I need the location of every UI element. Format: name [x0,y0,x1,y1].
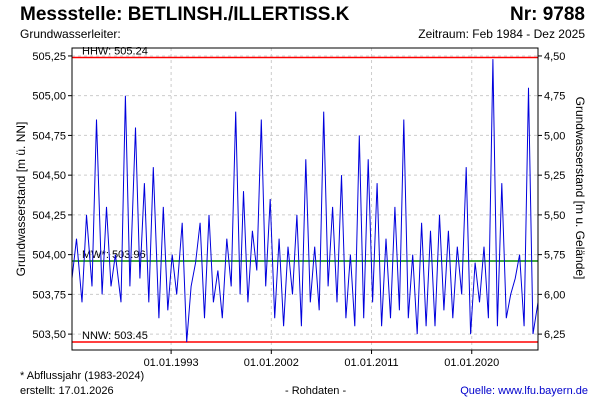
y-tick-label-right: 4,75 [544,91,565,103]
y-axis-label-right: Grundwasserstand [m u. Gelände] [573,97,587,280]
reference-line-label: NNW: 503.45 [82,330,148,342]
y-tick-label-right: 4,50 [544,51,565,63]
raw-data-note: - Rohdaten - [285,385,347,397]
series-layer [71,59,539,343]
y-tick-label-left: 503,50 [32,329,66,341]
y-tick-label-left: 504,25 [32,210,66,222]
grid [72,48,538,350]
x-tick-label: 01.01.1993 [144,357,199,369]
reference-line-label: HHW: 505.24 [82,46,148,58]
y-tick-label-right: 5,25 [544,170,565,182]
x-tick-label: 01.01.2020 [444,357,499,369]
footnote: * Abflussjahr (1983-2024) [20,370,145,382]
created-date: erstellt: 17.01.2026 [20,385,114,397]
y-tick-label-left: 503,75 [32,289,66,301]
x-tick-label: 01.01.2002 [244,357,299,369]
reference-line-label: MW*: 503.96 [82,249,146,261]
station-title: Messstelle: BETLINSH./ILLERTISS.K [20,4,350,25]
series-line [71,59,539,343]
aquifer-label: Grundwasserleiter: [20,27,121,41]
y-axis-label-left: Grundwasserstand [m ü. NN] [14,122,28,277]
y-tick-label-left: 505,00 [32,91,66,103]
source-link[interactable]: Quelle: www.lfu.bayern.de [460,385,588,397]
y-tick-label-left: 504,50 [32,170,66,182]
y-tick-label-right: 6,25 [544,329,565,341]
y-tick-label-left: 505,25 [32,51,66,63]
y-tick-label-left: 504,75 [32,130,66,142]
period-label: Zeitraum: Feb 1984 - Dez 2025 [418,27,585,41]
axes: 505,25 505,00 504,75 504,50 504,25 504,00 503,… [32,51,565,369]
y-tick-label-right: 5,50 [544,210,565,222]
y-tick-label-left: 504,00 [32,250,66,262]
y-tick-label-right: 5,00 [544,130,565,142]
y-tick-label-right: 5,75 [544,250,565,262]
plot-frame [71,47,539,351]
reference-lines: HHW: 505.24 MW*: 503.96 NNW: 503.45 [72,46,538,343]
x-tick-label: 01.01.2011 [344,357,398,369]
y-tick-label-right: 6,00 [544,289,565,301]
station-number: Nr: 9788 [510,4,585,25]
